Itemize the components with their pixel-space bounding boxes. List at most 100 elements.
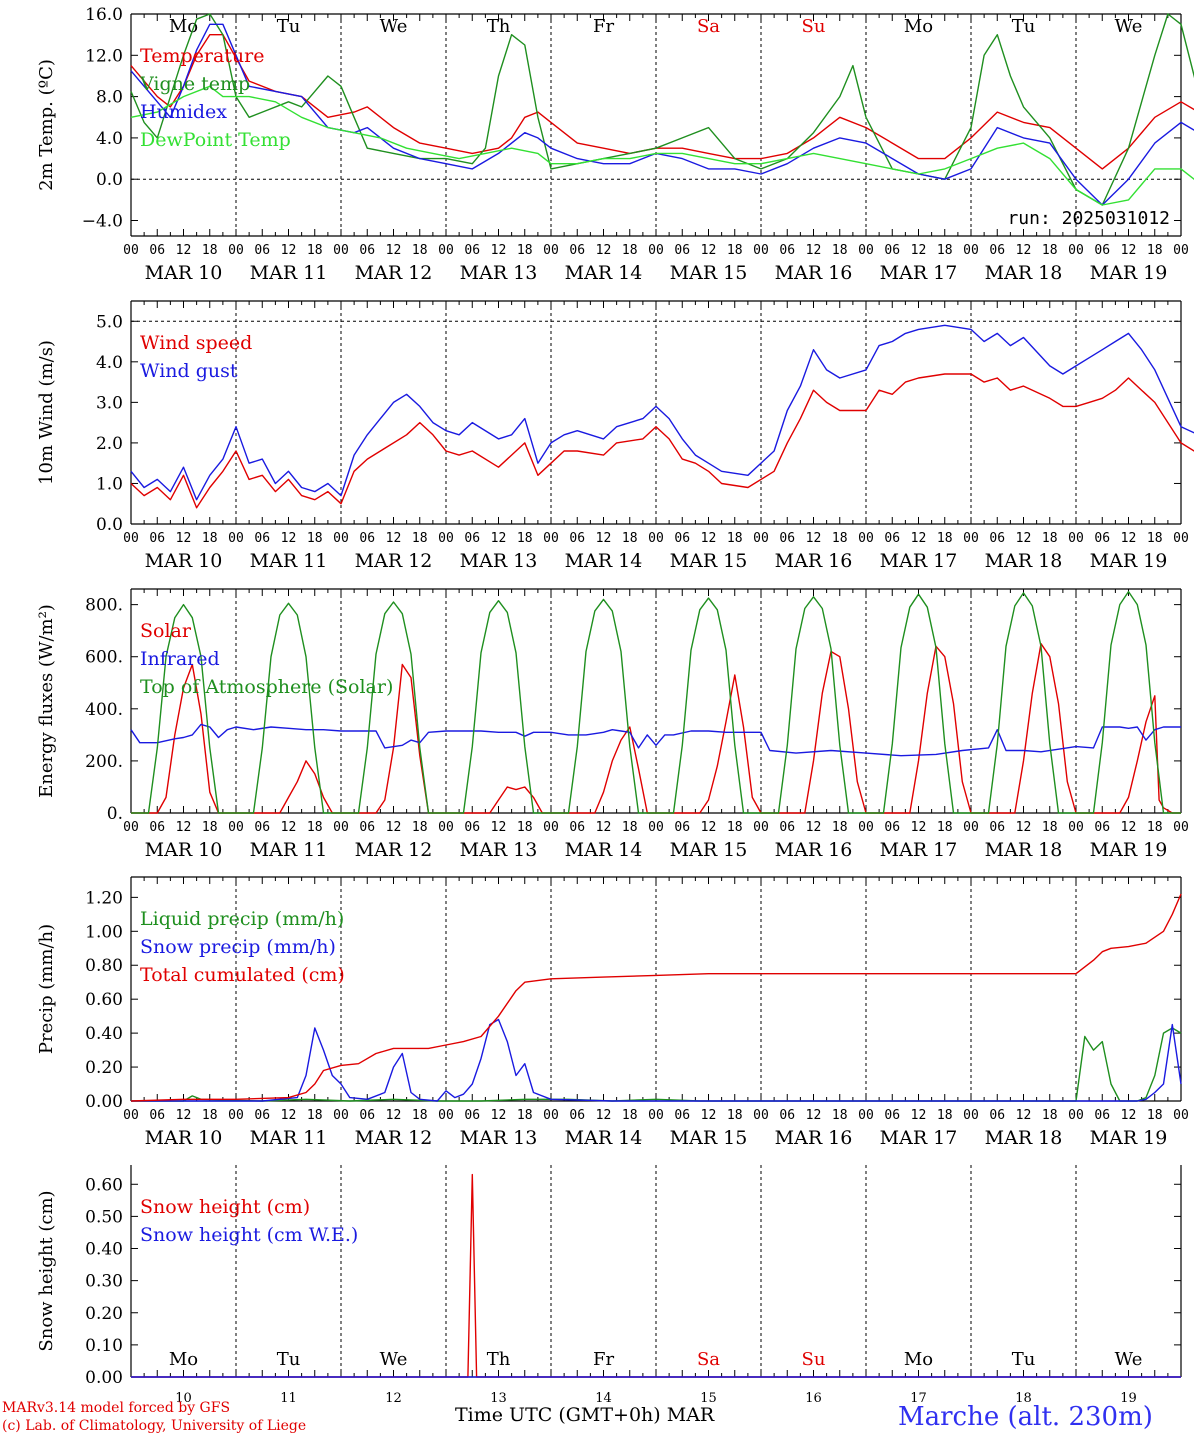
x-hour-label: 00 [228, 531, 244, 546]
x-hour-label: 06 [1094, 1108, 1110, 1123]
y-tick-label: 3.0 [96, 393, 123, 413]
x-hour-label: 06 [464, 820, 480, 835]
day-of-week-label: Th [487, 1349, 511, 1370]
x-date-label: MAR 19 [1090, 550, 1168, 572]
legend-entry: Top of Atmosphere (Solar) [140, 676, 393, 698]
day-of-week-label: Su [802, 1349, 826, 1370]
x-hour-label: 12 [806, 243, 822, 258]
x-hour-label: 00 [543, 531, 559, 546]
x-hour-label: 18 [1147, 820, 1163, 835]
x-hour-label: 18 [517, 820, 533, 835]
x-hour-label: 12 [701, 243, 717, 258]
x-date-label: MAR 14 [565, 550, 643, 572]
x-hour-label: 12 [596, 243, 612, 258]
y-tick-label: 8.0 [96, 88, 123, 108]
y-tick-label: 800. [85, 596, 123, 616]
legend-entry: Liquid precip (mm/h) [140, 908, 344, 930]
day-of-week-label: Tu [1012, 16, 1036, 37]
x-hour-label: 06 [674, 531, 690, 546]
x-day-number-label: 11 [280, 1391, 297, 1406]
x-hour-label: 06 [254, 1108, 270, 1123]
x-hour-label: 00 [228, 820, 244, 835]
x-day-number-label: 12 [385, 1391, 402, 1406]
x-date-label: MAR 19 [1090, 262, 1168, 284]
x-hour-label: 12 [386, 1108, 402, 1123]
x-hour-label: 12 [386, 243, 402, 258]
y-tick-label: 16.0 [85, 5, 123, 25]
x-day-number-label: 15 [700, 1391, 717, 1406]
x-hour-label: 06 [149, 243, 165, 258]
x-hour-label: 06 [359, 531, 375, 546]
x-hour-label: 06 [779, 820, 795, 835]
x-hour-label: 00 [1173, 531, 1189, 546]
y-tick-label: 0.00 [85, 1368, 123, 1388]
x-hour-label: 12 [596, 1108, 612, 1123]
x-date-label: MAR 13 [460, 839, 538, 861]
x-hour-label: 18 [1042, 531, 1058, 546]
x-hour-label: 12 [176, 1108, 192, 1123]
x-hour-label: 18 [1147, 531, 1163, 546]
x-hour-label: 06 [1094, 243, 1110, 258]
x-hour-label: 18 [1042, 243, 1058, 258]
x-hour-label: 18 [307, 1108, 323, 1123]
x-hour-label: 18 [727, 243, 743, 258]
y-axis-title: Energy fluxes (W/m²) [36, 604, 57, 798]
x-hour-label: 12 [1121, 1108, 1137, 1123]
x-hour-label: 06 [779, 531, 795, 546]
x-date-label: MAR 17 [880, 1127, 958, 1149]
x-hour-label: 06 [779, 243, 795, 258]
x-date-label: MAR 12 [355, 839, 433, 861]
legend-entry: Total cumulated (cm) [140, 964, 345, 986]
x-hour-label: 12 [1016, 820, 1032, 835]
panel-temp: −4.0 0.0 4.0 8.0 12.0 16.0 2m Temp. (ºC) 00 06 12… [36, 5, 1194, 284]
panel-energy: 0. 200. 400. 600. 800. Energy fluxes (W/m²) 00… [36, 588, 1189, 861]
x-date-label: MAR 17 [880, 839, 958, 861]
x-hour-label: 00 [1068, 531, 1084, 546]
x-hour-label: 12 [491, 820, 507, 835]
x-hour-label: 00 [858, 531, 874, 546]
x-hour-label: 00 [333, 531, 349, 546]
legend-entry: DewPoint Temp [140, 129, 291, 151]
y-tick-label: 0.60 [85, 990, 123, 1010]
y-tick-label: 1.20 [85, 888, 123, 908]
y-tick-label: 4.0 [96, 353, 123, 373]
x-day-number-label: 18 [1015, 1391, 1032, 1406]
x-hour-label: 06 [359, 820, 375, 835]
x-hour-label: 00 [753, 243, 769, 258]
x-hour-label: 06 [884, 820, 900, 835]
day-of-week-label: Mo [169, 16, 198, 37]
y-tick-label: 0.0 [96, 515, 123, 535]
x-hour-label: 00 [438, 243, 454, 258]
x-hour-label: 06 [779, 1108, 795, 1123]
x-axis-month: MAR [666, 1404, 715, 1426]
y-tick-label: 400. [85, 700, 123, 720]
y-tick-label: 2.0 [96, 434, 123, 454]
x-date-label: MAR 18 [985, 550, 1063, 572]
x-hour-label: 12 [281, 531, 297, 546]
x-date-label: MAR 11 [250, 839, 328, 861]
panel-wind: 0.0 1.0 2.0 3.0 4.0 5.0 10m Wind (m/s) 00 06 12 18… [36, 300, 1194, 572]
x-hour-label: 00 [753, 531, 769, 546]
x-date-label: MAR 15 [670, 262, 748, 284]
x-hour-label: 18 [1147, 1108, 1163, 1123]
x-date-label: MAR 14 [565, 262, 643, 284]
legend-entry: Snow height (cm W.E.) [140, 1224, 358, 1246]
y-tick-label: 200. [85, 752, 123, 772]
x-hour-label: 18 [1042, 1108, 1058, 1123]
x-hour-label: 00 [1068, 243, 1084, 258]
y-tick-label: 0.30 [85, 1272, 123, 1292]
x-date-label: MAR 19 [1090, 1127, 1168, 1149]
y-tick-label: 0.40 [85, 1240, 123, 1260]
x-hour-label: 12 [1121, 243, 1137, 258]
day-of-week-label: Sa [697, 16, 720, 37]
y-tick-label: 0.20 [85, 1304, 123, 1324]
x-hour-label: 18 [622, 1108, 638, 1123]
x-hour-label: 00 [1068, 820, 1084, 835]
model-credit-line1: MARv3.14 model forced by GFS [2, 1400, 231, 1416]
series-line-blue [130, 23, 1194, 206]
x-hour-label: 00 [438, 1108, 454, 1123]
x-hour-label: 00 [858, 1108, 874, 1123]
x-hour-label: 18 [1147, 243, 1163, 258]
x-date-label: MAR 15 [670, 839, 748, 861]
